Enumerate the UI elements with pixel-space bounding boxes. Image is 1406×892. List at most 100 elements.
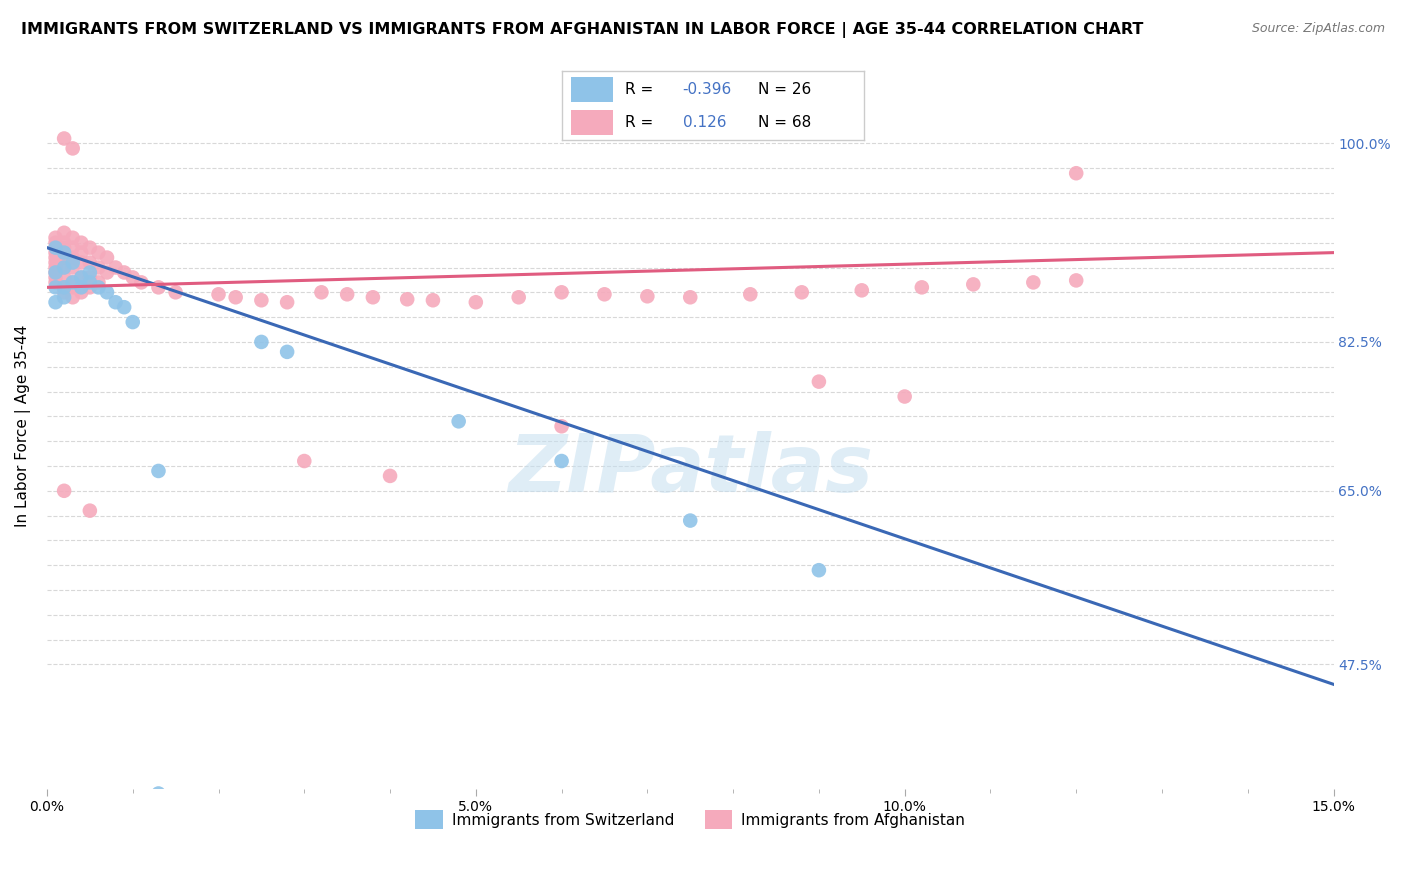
Point	[53, 131, 76, 145]
Point	[53, 226, 76, 240]
Point	[1064, 273, 1087, 287]
Point	[53, 245, 76, 260]
Point	[79, 255, 101, 269]
Point	[396, 292, 419, 306]
Point	[104, 260, 127, 275]
Point	[79, 241, 101, 255]
Point	[62, 251, 84, 265]
Point	[112, 300, 135, 314]
Point	[79, 276, 101, 290]
Point	[53, 260, 76, 275]
Point	[276, 344, 298, 359]
Point	[53, 280, 76, 294]
Point	[62, 255, 84, 269]
Point	[550, 285, 572, 300]
Point	[148, 787, 170, 801]
Point	[62, 241, 84, 255]
Point	[893, 390, 915, 404]
Point	[121, 315, 143, 329]
Point	[45, 280, 67, 294]
Point	[70, 245, 93, 260]
Point	[45, 265, 67, 279]
Point	[131, 276, 153, 290]
Point	[79, 503, 101, 517]
Point	[53, 270, 76, 285]
Point	[70, 255, 93, 269]
Point	[790, 285, 813, 300]
Point	[250, 334, 273, 349]
Point	[1064, 166, 1087, 180]
Point	[807, 563, 830, 577]
Point	[45, 241, 67, 255]
Point	[851, 283, 873, 297]
Point	[112, 265, 135, 279]
Point	[45, 251, 67, 265]
Text: IMMIGRANTS FROM SWITZERLAND VS IMMIGRANTS FROM AFGHANISTAN IN LABOR FORCE | AGE : IMMIGRANTS FROM SWITZERLAND VS IMMIGRANT…	[21, 22, 1143, 38]
Point	[53, 483, 76, 498]
Point	[79, 280, 101, 294]
Point	[250, 293, 273, 308]
Point	[447, 414, 470, 428]
Point	[70, 235, 93, 250]
Point	[87, 260, 110, 275]
Point	[70, 270, 93, 285]
Point	[53, 251, 76, 265]
Point	[45, 255, 67, 269]
Point	[53, 235, 76, 250]
Point	[70, 285, 93, 300]
Point	[45, 265, 67, 279]
Point	[148, 464, 170, 478]
Point	[225, 290, 247, 304]
Y-axis label: In Labor Force | Age 35-44: In Labor Force | Age 35-44	[15, 325, 31, 527]
Point	[148, 280, 170, 294]
Point	[96, 251, 118, 265]
Point	[207, 287, 229, 301]
Point	[53, 280, 76, 294]
Point	[104, 295, 127, 310]
Point	[45, 295, 67, 310]
Point	[121, 270, 143, 285]
Point	[45, 241, 67, 255]
Point	[53, 241, 76, 255]
Point	[53, 290, 76, 304]
Point	[45, 270, 67, 285]
Point	[45, 276, 67, 290]
Point	[422, 293, 444, 308]
Point	[679, 514, 702, 528]
Text: Source: ZipAtlas.com: Source: ZipAtlas.com	[1251, 22, 1385, 36]
Point	[962, 277, 984, 292]
Point	[361, 290, 384, 304]
Legend: Immigrants from Switzerland, Immigrants from Afghanistan: Immigrants from Switzerland, Immigrants …	[409, 805, 972, 835]
Point	[96, 265, 118, 279]
Point	[53, 245, 76, 260]
Point	[508, 290, 530, 304]
Point	[807, 375, 830, 389]
Point	[62, 276, 84, 290]
Point	[62, 260, 84, 275]
Point	[70, 270, 93, 285]
Point	[464, 295, 486, 310]
Point	[311, 285, 333, 300]
Text: ZIPatlas: ZIPatlas	[508, 431, 873, 508]
Point	[45, 245, 67, 260]
Point	[679, 290, 702, 304]
Point	[79, 270, 101, 285]
Point	[62, 280, 84, 294]
Point	[62, 141, 84, 155]
Point	[550, 419, 572, 434]
Point	[70, 280, 93, 294]
Point	[87, 276, 110, 290]
Point	[292, 454, 315, 468]
Point	[550, 454, 572, 468]
Point	[53, 260, 76, 275]
Point	[79, 265, 101, 279]
Point	[62, 231, 84, 245]
Point	[1022, 276, 1045, 290]
Point	[45, 260, 67, 275]
Point	[336, 287, 359, 301]
Point	[378, 469, 401, 483]
Point	[276, 295, 298, 310]
Point	[45, 231, 67, 245]
Point	[45, 235, 67, 250]
Point	[87, 245, 110, 260]
